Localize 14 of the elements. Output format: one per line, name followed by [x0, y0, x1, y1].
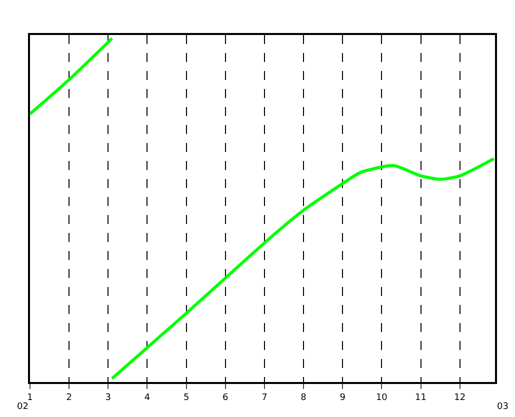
x-tick-label: 3 — [105, 392, 112, 403]
x-tick-label: 1 — [27, 392, 33, 403]
text: 03 — [497, 402, 508, 412]
x-tick-label: 12 — [454, 392, 466, 403]
x-tick-label: 8 — [300, 392, 307, 403]
x-tick-label: 7 — [262, 392, 268, 403]
x-tick-label: 10 — [376, 392, 388, 403]
x-tick-label: 2 — [66, 392, 72, 403]
x-tick-label: 5 — [183, 392, 190, 403]
x-tick-label: 9 — [340, 392, 346, 403]
x-tick-label: 6 — [222, 392, 229, 403]
x-tick-label: 4 — [144, 392, 150, 403]
x-tick-label: 11 — [415, 392, 426, 403]
text: 02 — [17, 402, 28, 412]
